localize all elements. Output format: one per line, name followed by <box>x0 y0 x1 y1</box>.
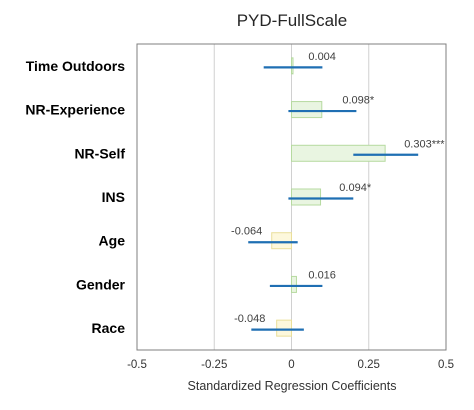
coefficient-bar <box>276 319 292 337</box>
x-tick-label: 0 <box>288 359 294 371</box>
category-label: NR-Self <box>74 145 125 161</box>
data-label: 0.016 <box>308 269 336 281</box>
data-label: 0.098* <box>342 95 375 107</box>
x-tick-label: -0.25 <box>201 359 227 371</box>
category-label: Time Outdoors <box>26 58 126 74</box>
plot-area: -0.5 -0.25 0 0.25 0.5 Time Outdoors 0.004 NR-Ex… <box>25 43 454 371</box>
coefficient-bar <box>291 144 386 162</box>
data-label: 0.303*** <box>404 138 445 150</box>
data-label: 0.094* <box>339 182 372 194</box>
x-tick-label: 0.5 <box>438 359 454 371</box>
data-label: 0.004 <box>308 51 336 63</box>
category-label: INS <box>102 189 125 205</box>
category-label: Gender <box>76 276 126 292</box>
category-label: Race <box>92 320 126 336</box>
x-tick-label: -0.5 <box>127 359 147 371</box>
data-label: -0.064 <box>231 226 262 238</box>
chart-title: PYD-FullScale <box>237 11 348 30</box>
category-label: NR-Experience <box>25 102 125 118</box>
x-tick-label: 0.25 <box>358 359 380 371</box>
coefficient-bar <box>271 232 292 250</box>
x-axis-label: Standardized Regression Coefficients <box>188 379 397 393</box>
coefficient-bar <box>291 188 322 206</box>
category-label: Age <box>99 233 126 249</box>
data-label: -0.048 <box>234 313 265 325</box>
plot-frame <box>136 43 447 351</box>
coefficient-bar <box>291 101 323 119</box>
coefficient-bar <box>291 275 297 293</box>
coefficient-bar <box>291 57 294 75</box>
